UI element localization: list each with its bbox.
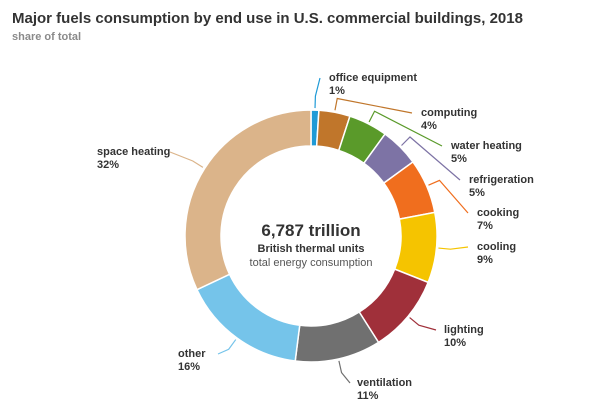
slice-label-space-heating: space heating <box>97 146 170 158</box>
slice-label-cooking: cooking <box>477 207 519 219</box>
leader-line-other <box>217 339 237 355</box>
leader-line-cooking <box>428 179 469 214</box>
leader-line-ventilation <box>338 360 351 384</box>
slice-percent-water-heating: 5% <box>451 153 467 165</box>
slice-percent-refrigeration: 5% <box>469 187 485 199</box>
slice-label-refrigeration: refrigeration <box>469 174 534 186</box>
leader-line-refrigeration <box>401 136 461 181</box>
slice-space-heating <box>184 109 312 291</box>
slice-label-office-equipment: office equipment <box>329 72 417 84</box>
slice-label-computing: computing <box>421 107 477 119</box>
slice-percent-space-heating: 32% <box>97 159 119 171</box>
leader-line-lighting <box>409 317 437 331</box>
slice-label-lighting: lighting <box>444 324 484 336</box>
slice-label-water-heating: water heating <box>450 140 522 152</box>
slice-other <box>195 273 301 362</box>
leader-line-cooling <box>438 246 469 250</box>
slice-percent-cooking: 7% <box>477 220 493 232</box>
chart-title: Major fuels consumption by end use in U.… <box>12 10 523 27</box>
slice-percent-computing: 4% <box>421 120 437 132</box>
slice-percent-cooling: 9% <box>477 254 493 266</box>
slice-percent-ventilation: 11% <box>357 390 379 402</box>
slice-label-cooling: cooling <box>477 241 516 253</box>
leader-line-computing <box>334 97 413 114</box>
leader-line-water-heating <box>368 110 443 147</box>
leader-line-office-equipment <box>314 77 321 109</box>
center-unit: British thermal units <box>258 243 365 255</box>
slice-percent-other: 16% <box>178 361 200 373</box>
chart-subtitle: share of total <box>12 31 82 43</box>
slice-percent-lighting: 10% <box>444 337 466 349</box>
slice-label-ventilation: ventilation <box>357 377 412 389</box>
center-total-value: 6,787 trillion <box>261 221 360 240</box>
leader-line-space-heating <box>169 151 204 168</box>
slice-percent-office-equipment: 1% <box>329 85 345 97</box>
slice-label-other: other <box>178 348 206 360</box>
center-caption: total energy consumption <box>250 257 373 269</box>
